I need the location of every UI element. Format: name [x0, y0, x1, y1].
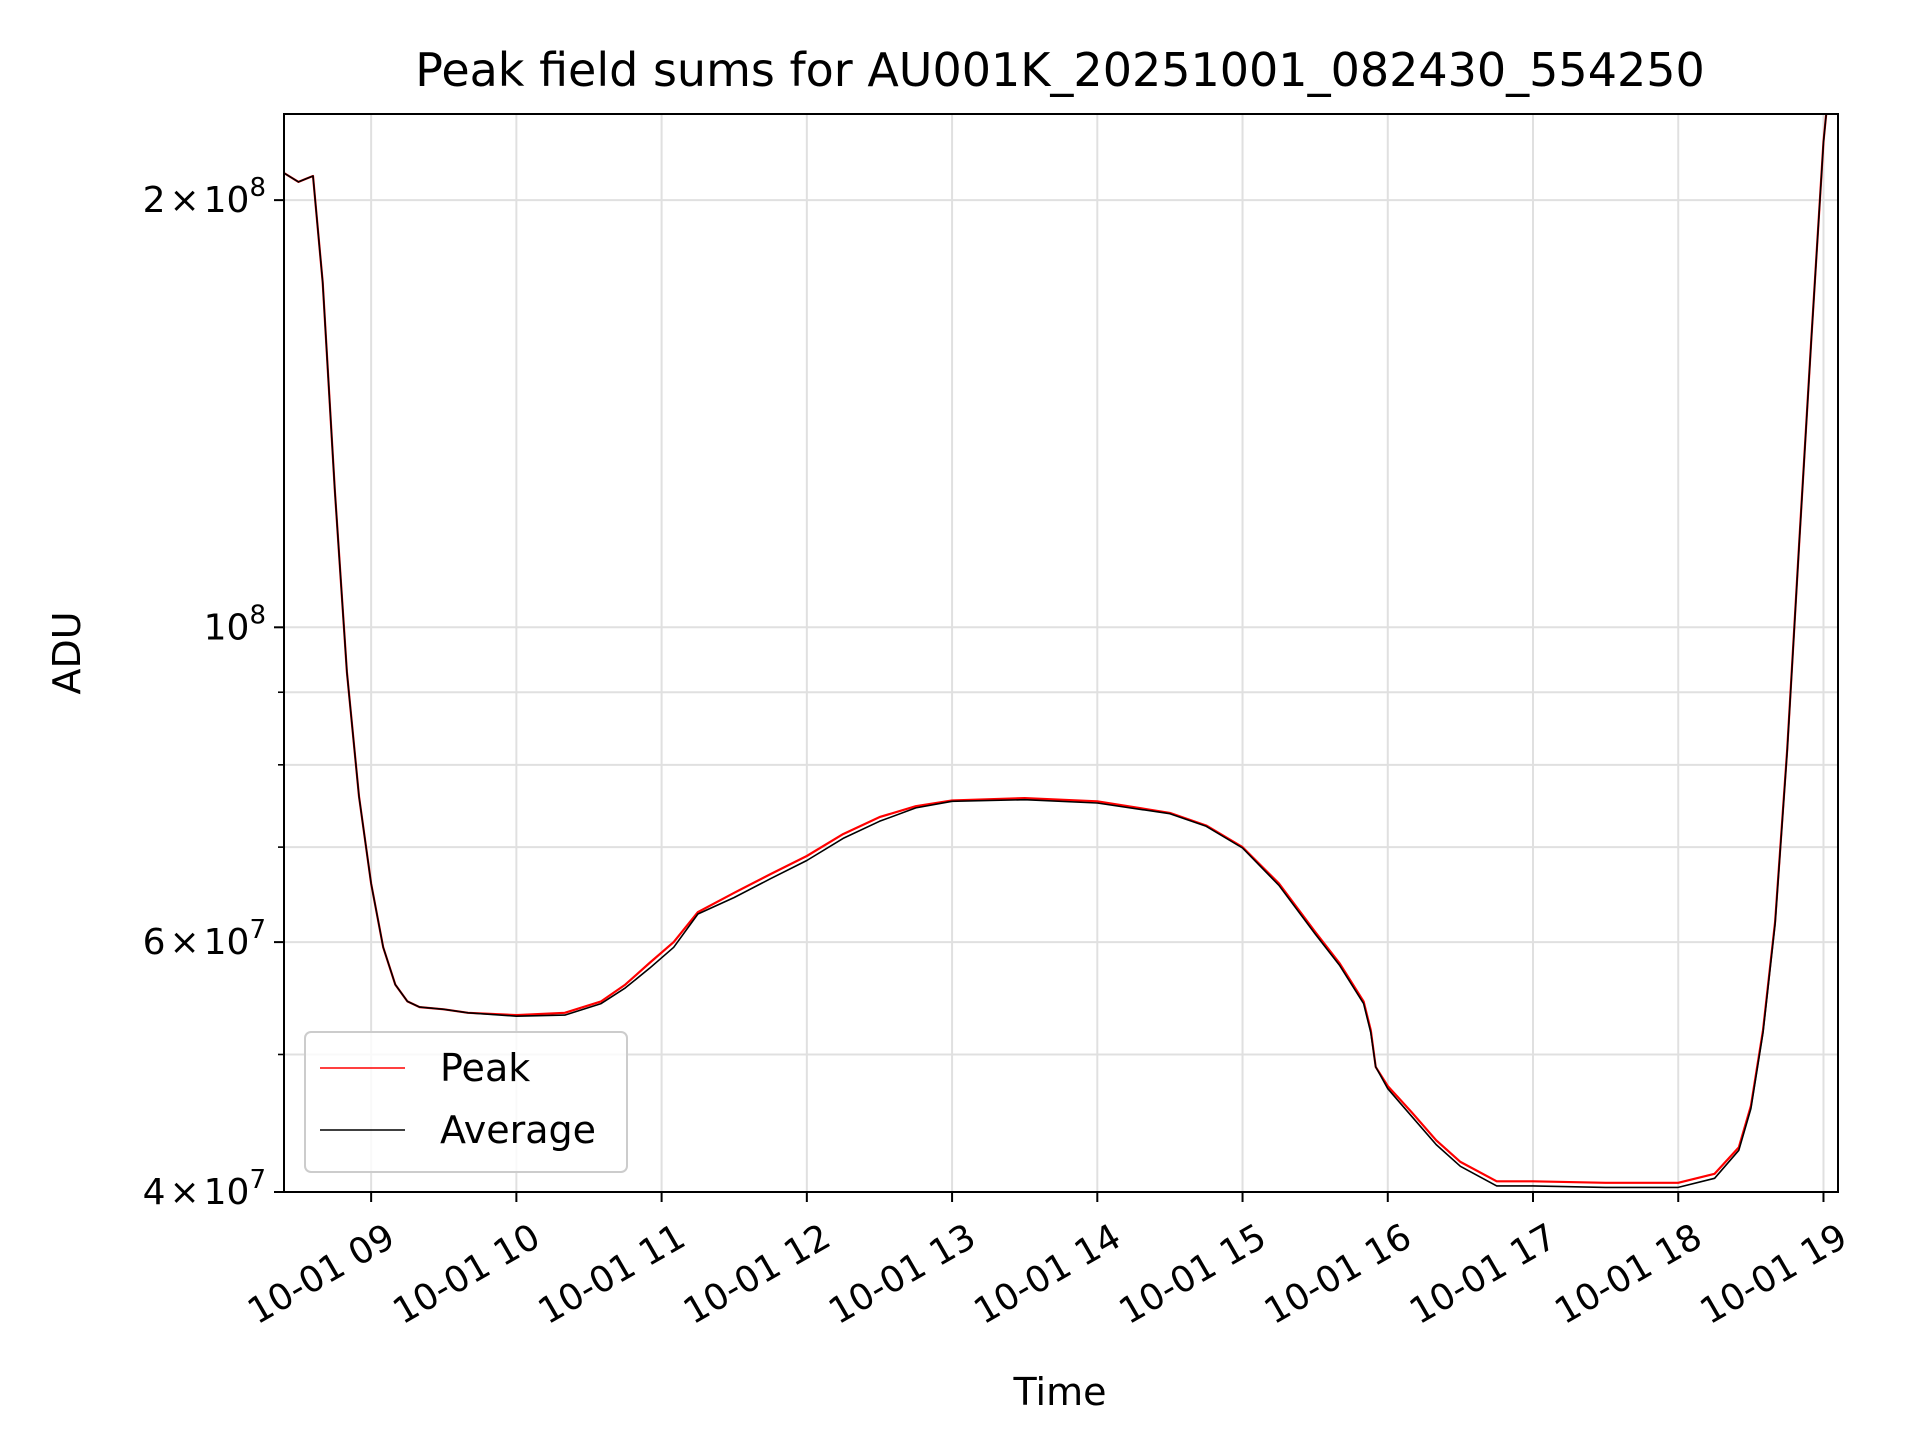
y-tick-exponent: 7 — [249, 915, 266, 945]
y-tick-base: 10 — [204, 922, 250, 963]
series-layer — [284, 114, 1828, 1189]
x-tick-label: 10-01 18 — [1548, 1216, 1709, 1332]
y-tick-exponent: 8 — [249, 173, 266, 203]
x-tick-label: 10-01 13 — [822, 1216, 983, 1332]
legend-average-label: Average — [440, 1108, 596, 1152]
y-tick-times: × — [169, 180, 199, 221]
y-tick-label: 6 × 107 — [143, 915, 266, 963]
y-tick-label: 4 × 107 — [143, 1165, 266, 1213]
y-tick-base: 10 — [204, 180, 250, 221]
x-tick-label: 10-01 16 — [1258, 1216, 1419, 1332]
y-tick-exponent: 8 — [249, 600, 266, 630]
legend-peak-label: Peak — [440, 1046, 530, 1090]
x-tick-label: 10-01 10 — [386, 1216, 547, 1332]
series-line-average — [284, 114, 1828, 1189]
y-tick-mantissa: 2 — [143, 180, 166, 221]
y-tick-times: × — [169, 1172, 199, 1213]
y-tick-mantissa: 4 — [143, 1172, 166, 1213]
legend: Peak Average — [304, 1031, 628, 1173]
x-tick-label: 10-01 11 — [532, 1216, 693, 1332]
y-tick-mantissa: 6 — [143, 922, 166, 963]
y-axis-label: ADU — [45, 611, 89, 694]
x-tick-label: 10-01 09 — [241, 1216, 402, 1332]
y-tick-base: 10 — [204, 1172, 250, 1213]
x-tick-label: 10-01 19 — [1694, 1216, 1855, 1332]
x-tick-label: 10-01 12 — [677, 1216, 838, 1332]
grid — [284, 114, 1838, 1193]
x-axis-label: Time — [1013, 1370, 1107, 1414]
chart-title: Peak field sums for AU001K_20251001_0824… — [415, 43, 1705, 97]
y-tick-label: 108 — [204, 600, 266, 648]
y-tick-exponent: 7 — [249, 1165, 266, 1195]
legend-box — [304, 1031, 628, 1173]
plot-frame — [283, 113, 1839, 1193]
y-tick-times: × — [169, 922, 199, 963]
y-tick-base: 10 — [204, 607, 250, 648]
x-tick-label: 10-01 14 — [967, 1216, 1128, 1332]
x-tick-label: 10-01 15 — [1113, 1216, 1274, 1332]
x-tick-label: 10-01 17 — [1403, 1216, 1564, 1332]
y-tick-label: 2 × 108 — [143, 173, 266, 221]
